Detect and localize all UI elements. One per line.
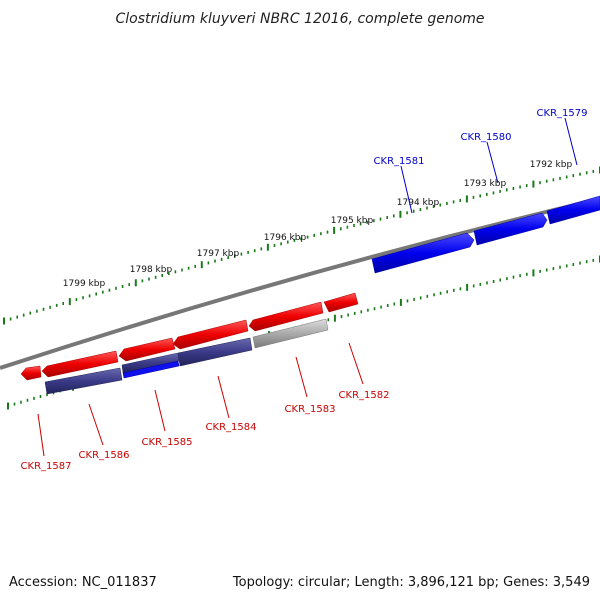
label-ckr-1585[interactable]: CKR_1585	[142, 437, 193, 448]
gene-arrow-ckr-1579[interactable]	[546, 195, 600, 225]
label-ckr-1579[interactable]: CKR_1579	[537, 108, 588, 119]
gene-arrow-ckr-1580[interactable]	[473, 212, 548, 246]
hit-bar-dark-1[interactable]	[177, 337, 253, 367]
gene-arrow-ckr-1582[interactable]	[323, 292, 359, 313]
leader-ckr-1582	[348, 342, 364, 385]
accession-text: Accession: NC_011837	[9, 575, 157, 590]
genome-backbone	[0, 197, 600, 370]
label-ckr-1580[interactable]: CKR_1580	[461, 132, 512, 143]
scale-label-1799: 1799 kbp	[63, 279, 106, 289]
leader-ckr-1586	[88, 403, 104, 446]
scale-label-1793: 1793 kbp	[464, 179, 507, 189]
gene-arrow-ckr-1585[interactable]	[118, 337, 176, 362]
gene-labels: CKR_1579 CKR_1580 CKR_1581 CKR_1582 CKR_…	[21, 108, 588, 472]
forward-genes	[371, 195, 600, 274]
gene-arrow-ckr-1584[interactable]	[172, 319, 249, 350]
scale-labels: 1792 kbp 1793 kbp 1794 kbp 1795 kbp 1796…	[63, 160, 573, 289]
leader-ckr-1581	[400, 165, 413, 214]
hit-bar-grey[interactable]	[252, 318, 329, 349]
scale-label-1795: 1795 kbp	[331, 216, 374, 226]
label-ckr-1584[interactable]: CKR_1584	[206, 422, 257, 433]
label-ckr-1586[interactable]: CKR_1586	[79, 450, 130, 461]
upper-scale-ticks	[3, 166, 600, 325]
label-ckr-1587[interactable]: CKR_1587	[21, 461, 72, 472]
reverse-genes	[20, 292, 359, 381]
gene-arrow-ckr-1587[interactable]	[20, 365, 42, 381]
scale-label-1792: 1792 kbp	[530, 160, 573, 170]
leader-ckr-1585	[154, 389, 166, 432]
leader-ckr-1579	[564, 117, 578, 166]
gene-arrow-ckr-1586[interactable]	[41, 350, 119, 378]
scale-label-1796: 1796 kbp	[264, 233, 307, 243]
map-title: Clostridium kluyveri NBRC 12016, complet…	[115, 11, 484, 27]
hit-bar-blue[interactable]	[122, 360, 180, 379]
gene-arrow-ckr-1581[interactable]	[371, 232, 475, 274]
scale-label-1798: 1798 kbp	[130, 265, 173, 275]
hit-bar-dark-2[interactable]	[121, 352, 180, 374]
gene-arrow-ckr-1583[interactable]	[248, 301, 324, 332]
leader-ckr-1580	[486, 141, 499, 184]
hit-bar-dark-3[interactable]	[44, 367, 123, 395]
scale-label-1797: 1797 kbp	[197, 249, 240, 259]
label-ckr-1581[interactable]: CKR_1581	[374, 156, 425, 167]
genome-summary-text: Topology: circular; Length: 3,896,121 bp…	[232, 575, 590, 590]
leader-ckr-1587	[37, 413, 45, 457]
hit-features	[44, 318, 329, 395]
leader-ckr-1583	[295, 356, 308, 398]
scale-label-1794: 1794 kbp	[397, 198, 440, 208]
label-ckr-1582[interactable]: CKR_1582	[339, 390, 390, 401]
leader-ckr-1584	[217, 375, 230, 419]
label-ckr-1583[interactable]: CKR_1583	[285, 404, 336, 415]
